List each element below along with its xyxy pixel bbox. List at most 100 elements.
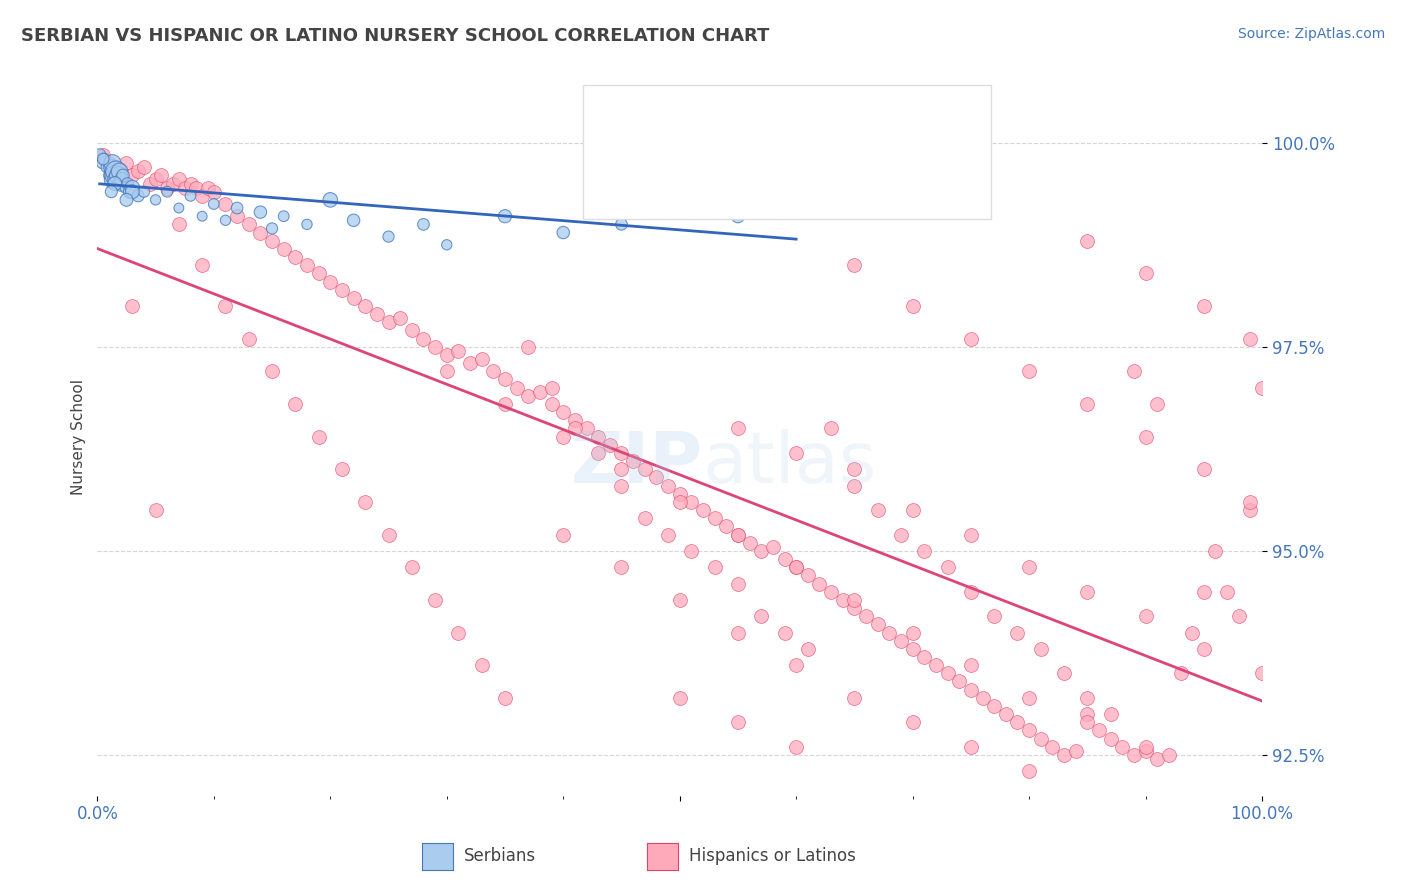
- Point: [553, 429, 575, 443]
- Point: [1099, 707, 1122, 722]
- Point: [1216, 584, 1239, 599]
- Point: [727, 576, 749, 591]
- Text: R =: R =: [644, 198, 683, 216]
- Point: [93, 152, 115, 166]
- Point: [890, 527, 912, 541]
- Point: [342, 291, 364, 305]
- Point: [145, 503, 167, 517]
- Point: [972, 690, 994, 705]
- Text: Serbians: Serbians: [464, 847, 536, 865]
- Point: [983, 609, 1005, 624]
- Point: [681, 544, 703, 558]
- Point: [1042, 739, 1064, 754]
- Point: [575, 421, 598, 435]
- Point: [1018, 764, 1040, 779]
- Point: [820, 421, 842, 435]
- Point: [100, 160, 122, 174]
- Point: [1192, 641, 1215, 656]
- Point: [797, 568, 820, 582]
- Point: [145, 172, 167, 186]
- Point: [1099, 731, 1122, 746]
- Point: [104, 177, 127, 191]
- Point: [785, 180, 807, 194]
- Point: [703, 560, 725, 574]
- Text: ZIP: ZIP: [571, 429, 703, 499]
- Point: [1181, 625, 1204, 640]
- Point: [180, 177, 202, 191]
- Point: [118, 185, 141, 199]
- Point: [727, 715, 749, 730]
- Point: [114, 180, 136, 194]
- Point: [330, 462, 353, 476]
- Point: [727, 527, 749, 541]
- Point: [1064, 744, 1087, 758]
- Point: [494, 397, 516, 411]
- Text: -0.855: -0.855: [700, 198, 765, 216]
- Point: [167, 201, 190, 215]
- Point: [773, 552, 796, 566]
- Point: [948, 674, 970, 689]
- Point: [1146, 752, 1168, 766]
- Point: [105, 172, 128, 186]
- Text: Hispanics or Latinos: Hispanics or Latinos: [689, 847, 856, 865]
- Point: [1076, 234, 1098, 248]
- Point: [214, 213, 236, 227]
- Point: [471, 352, 494, 367]
- Point: [1239, 495, 1261, 509]
- Point: [111, 172, 134, 186]
- Point: [98, 156, 121, 170]
- Point: [447, 625, 470, 640]
- Point: [91, 156, 114, 170]
- Point: [517, 389, 540, 403]
- Point: [284, 397, 307, 411]
- Point: [342, 213, 364, 227]
- Point: [1088, 723, 1111, 738]
- Point: [529, 384, 551, 399]
- Point: [912, 544, 935, 558]
- Point: [844, 462, 866, 476]
- Point: [727, 625, 749, 640]
- Point: [377, 315, 399, 329]
- Point: [1007, 625, 1029, 640]
- Point: [412, 332, 434, 346]
- Point: [121, 169, 143, 183]
- Text: N=: N=: [763, 198, 797, 216]
- Point: [1135, 609, 1157, 624]
- Point: [389, 311, 412, 326]
- Point: [167, 218, 190, 232]
- Point: [482, 364, 505, 378]
- Point: [110, 164, 132, 178]
- Point: [610, 478, 633, 492]
- Point: [844, 592, 866, 607]
- Point: [319, 193, 342, 207]
- Point: [1170, 666, 1192, 681]
- Point: [101, 156, 124, 170]
- Point: [249, 205, 271, 219]
- Point: [983, 698, 1005, 713]
- Point: [727, 209, 749, 223]
- Point: [273, 242, 295, 256]
- Text: 0.551: 0.551: [700, 112, 756, 129]
- Point: [117, 177, 139, 191]
- Point: [1146, 397, 1168, 411]
- Point: [1018, 364, 1040, 378]
- Point: [423, 340, 446, 354]
- Point: [1135, 266, 1157, 280]
- Point: [249, 226, 271, 240]
- Text: Source: ZipAtlas.com: Source: ZipAtlas.com: [1237, 27, 1385, 41]
- Point: [226, 209, 249, 223]
- Point: [156, 185, 179, 199]
- Point: [226, 201, 249, 215]
- Point: [901, 625, 924, 640]
- Point: [553, 226, 575, 240]
- Point: [1251, 381, 1274, 395]
- Point: [773, 625, 796, 640]
- Point: [586, 429, 609, 443]
- Point: [458, 356, 481, 370]
- Point: [401, 323, 423, 337]
- Point: [901, 715, 924, 730]
- Point: [901, 503, 924, 517]
- Point: [610, 446, 633, 460]
- Point: [132, 160, 155, 174]
- Point: [214, 197, 236, 211]
